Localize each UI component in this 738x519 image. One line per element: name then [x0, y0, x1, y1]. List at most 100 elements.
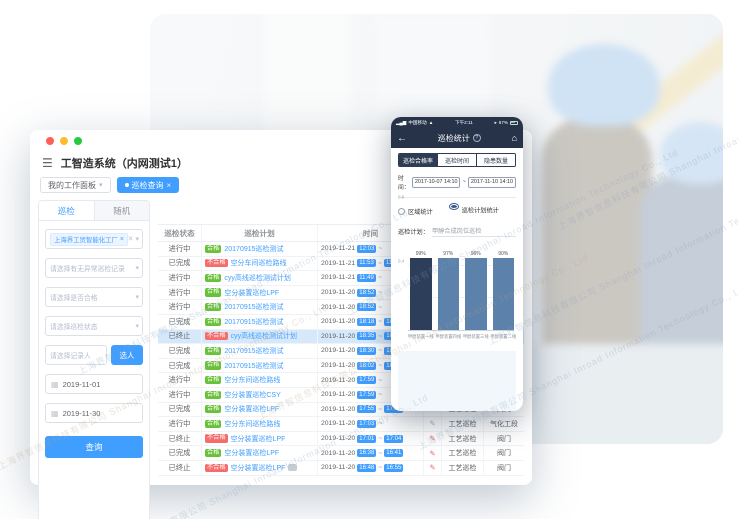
result-badge: 不合格: [205, 332, 228, 341]
date-label: 2019-11-20: [321, 318, 356, 326]
qualified-select[interactable]: 请选择是否合格 ▾: [45, 287, 143, 307]
sidebar-tab-inspection[interactable]: 巡检: [39, 201, 94, 220]
status-select[interactable]: 请选择巡检状态 ▾: [45, 316, 143, 336]
time-from-input[interactable]: 2017-10-07 14:10: [411, 176, 461, 188]
tab-inspection-query[interactable]: 巡检查询 ×: [116, 177, 180, 193]
start-time-badge: 12:03: [357, 244, 377, 253]
area-cell: 阀门: [497, 435, 511, 443]
segment-0[interactable]: 巡检合格率: [399, 154, 437, 166]
end-time-badge: 16:41: [384, 449, 404, 458]
tilde-separator: ~: [378, 464, 383, 472]
type-cell: 工艺巡检: [442, 431, 484, 446]
result-badge: 不合格: [205, 434, 228, 443]
table-row[interactable]: 进行中 合格 空分东间巡检路线 2019-11-20 17:03 ~ ✎ 工艺巡检 气化工段: [158, 417, 524, 432]
wifi-icon: ▲: [428, 120, 434, 125]
home-icon[interactable]: ⌂: [511, 133, 517, 143]
plan-cell: 合格 cyy高线巡检测试计划: [202, 271, 318, 285]
back-arrow-icon[interactable]: ←: [397, 132, 407, 144]
tab-my-workbench[interactable]: 我的工作面板 ▾: [40, 177, 111, 193]
plan-link[interactable]: 20170915巡检测试: [224, 347, 284, 355]
plan-link[interactable]: 20170915巡检测试: [224, 362, 284, 370]
plan-link[interactable]: cyy高线巡检测试计划: [224, 274, 291, 282]
table-row[interactable]: 已完成 合格 空分装置巡检LPF 2019-11-20 16:38 ~16:41 ✎ 工艺巡检…: [158, 446, 524, 461]
sidebar-tab-random[interactable]: 随机: [93, 201, 149, 220]
pick-person-button[interactable]: 选人: [111, 345, 143, 365]
radio-plan-stat[interactable]: 巡检计划统计: [448, 203, 499, 219]
plan-link[interactable]: 空分车间巡检路线: [230, 260, 287, 268]
close-tab-icon[interactable]: ×: [166, 180, 172, 190]
plan-link[interactable]: 空分装置巡检LPF: [230, 435, 286, 443]
bar[interactable]: [437, 258, 459, 330]
clear-select-icon[interactable]: ✕: [127, 236, 134, 243]
y-tick-label: 0.8: [398, 194, 405, 200]
plan-link[interactable]: cyy高线巡检测试计划: [230, 333, 298, 341]
bar-value-label: 96%: [470, 251, 481, 257]
edit-pencil-icon[interactable]: ✎: [424, 417, 442, 431]
radio-area-stat[interactable]: 区域统计: [398, 207, 433, 216]
segment-1[interactable]: 巡检时间: [437, 154, 476, 166]
plan-select[interactable]: 甲醇合成岗位巡检: [431, 226, 516, 237]
time-label: 时间：: [398, 176, 410, 191]
plan-link[interactable]: 空分东间巡检路线: [224, 420, 281, 428]
tab-dot-icon: [124, 183, 129, 187]
result-badge: 合格: [205, 405, 222, 414]
start-date-input[interactable]: ▦ 2019-11-01: [45, 374, 143, 394]
phone-page-title: 巡检统计: [437, 133, 470, 143]
sidebar-tabs: 巡检 随机: [39, 201, 149, 221]
end-date-input[interactable]: ▦ 2019-11-30: [45, 403, 143, 423]
column-header-0: 巡检状态: [158, 225, 202, 241]
hamburger-menu-icon[interactable]: ☰: [42, 156, 53, 170]
carrier-label: 中国移动: [408, 119, 427, 125]
plan-link[interactable]: 空分东间巡检路线: [224, 377, 281, 385]
edit-pencil-icon[interactable]: ✎: [424, 431, 442, 446]
factory-tag: 上海界工贸智能化工厂 ×: [50, 232, 128, 246]
minimize-window-button[interactable]: [60, 137, 68, 145]
plan-link[interactable]: 空分装置巡检LPF: [224, 406, 280, 414]
bar[interactable]: [465, 258, 487, 330]
zoom-window-button[interactable]: [74, 137, 82, 145]
column-header-1: 巡检计划: [202, 225, 318, 241]
bar-group: 96% 甲醇装置三线: [463, 251, 489, 339]
plan-link[interactable]: 空分装置巡检LPF: [224, 289, 280, 297]
result-badge: 合格: [205, 390, 222, 399]
bar[interactable]: [492, 258, 514, 330]
date-label: 2019-11-20: [321, 303, 356, 311]
end-time-badge: 17:56: [384, 405, 404, 414]
edit-pencil-icon[interactable]: ✎: [424, 446, 442, 460]
tilde-separator: ~: [378, 303, 383, 311]
plan-cell: 合格 20170915巡检测试: [202, 242, 318, 256]
start-date-value: 2019-11-01: [62, 379, 101, 389]
help-icon[interactable]: ?: [472, 134, 481, 142]
location-icon: ▸: [494, 119, 497, 125]
plan-link[interactable]: 20170915巡检测试: [224, 304, 284, 312]
plan-link[interactable]: 20170915巡检测试: [224, 318, 284, 326]
plan-link[interactable]: 空分装置巡检LPF: [224, 450, 280, 458]
search-button[interactable]: 查询: [45, 436, 143, 458]
abnormal-record-select[interactable]: 请选择有无异常巡检记录 ▾: [45, 258, 143, 278]
bar[interactable]: [410, 258, 432, 330]
table-row[interactable]: 已终止 不合格 空分装置巡检LPF 2019-11-20 17:01 ~17:04 ✎ 工艺巡…: [158, 431, 524, 447]
plan-cell: 合格 20170915巡检测试: [202, 314, 318, 329]
plan-cell: 合格 空分东间巡检路线: [202, 417, 318, 431]
plan-link[interactable]: 20170915巡检测试: [224, 245, 284, 253]
plan-cell: 合格 20170915巡检测试: [202, 300, 318, 314]
plan-link[interactable]: 空分装置巡检CSY: [224, 391, 281, 399]
table-row[interactable]: 已终止 不合格 空分装置巡检LPF 2019-11-20 16:48 ~16:55 ✎ 工艺巡…: [158, 460, 524, 476]
remove-tag-icon[interactable]: ×: [119, 235, 124, 243]
result-badge: 不合格: [205, 259, 228, 268]
plan-link[interactable]: 空分装置巡检LPF: [230, 464, 286, 472]
time-to-input[interactable]: 2017-11-10 14:10: [467, 176, 516, 188]
divider: [398, 197, 516, 198]
edit-pencil-icon[interactable]: ✎: [424, 460, 442, 475]
window-titlebar: [30, 130, 532, 152]
tilde-separator: ~: [462, 179, 466, 185]
factory-select[interactable]: 上海界工贸智能化工厂 × ✕ ▾: [45, 229, 143, 249]
recorder-input[interactable]: 请选择记录人: [45, 345, 107, 365]
start-time-badge: 17:01: [357, 434, 377, 443]
segment-2[interactable]: 隐患数量: [476, 154, 515, 166]
phone-body: 巡检合格率 巡检时间 隐患数量 时间： 2017-10-07 14:10 ~ 201…: [391, 148, 523, 411]
chevron-down-icon: ▾: [135, 323, 139, 330]
tab-label: 巡检查询: [131, 180, 164, 190]
close-window-button[interactable]: [46, 137, 54, 145]
radio-label: 巡检计划统计: [461, 207, 499, 215]
